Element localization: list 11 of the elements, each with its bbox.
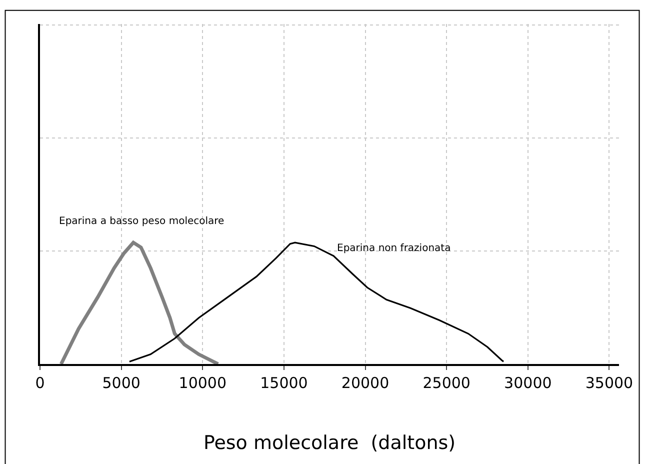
x-tick-label: 10000 <box>178 374 226 392</box>
x-tick-label: 0 <box>35 374 45 392</box>
x-tick-label: 25000 <box>422 374 470 392</box>
series-label: Eparina non frazionata <box>337 243 451 254</box>
x-tick-label: 5000 <box>102 374 140 392</box>
x-tick-label: 30000 <box>504 374 552 392</box>
x-axis-title: Peso molecolare (daltons) <box>203 432 456 454</box>
x-tick-label: 20000 <box>341 374 390 392</box>
text: Eparina a basso peso molecolare <box>59 216 224 227</box>
x-tick-label: 15000 <box>260 374 308 392</box>
x-tick-label: 35000 <box>585 374 634 392</box>
